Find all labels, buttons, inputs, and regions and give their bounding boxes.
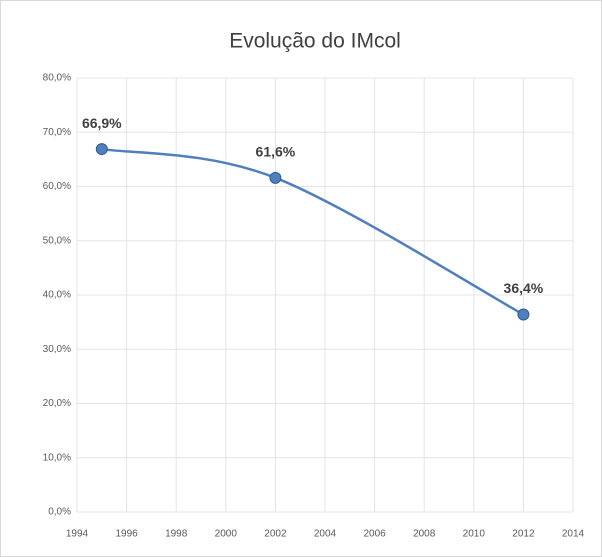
x-tick-label: 1994: [66, 529, 89, 540]
y-tick-label: 80,0%: [43, 73, 71, 84]
y-tick-label: 0,0%: [48, 507, 71, 518]
y-tick-label: 20,0%: [43, 398, 71, 409]
y-tick-label: 30,0%: [43, 344, 71, 355]
x-tick-label: 1996: [115, 529, 138, 540]
y-tick-label: 10,0%: [43, 452, 71, 463]
x-tick-label: 2008: [413, 529, 436, 540]
point: [269, 171, 282, 184]
x-tick-label: 1998: [165, 529, 188, 540]
data-label: 66,9%: [82, 115, 122, 131]
chart-title: Evolução do IMcol: [229, 30, 401, 53]
data-label: 61,6%: [256, 144, 296, 160]
point: [517, 308, 530, 321]
x-tick-label: 2014: [562, 529, 585, 540]
y-tick-label: 60,0%: [43, 181, 71, 192]
point: [95, 143, 108, 156]
x-tick-label: 2000: [215, 529, 238, 540]
x-tick-label: 2004: [314, 529, 337, 540]
y-tick-label: 40,0%: [43, 290, 71, 301]
x-tick-label: 2010: [463, 529, 486, 540]
x-tick-label: 2002: [264, 529, 287, 540]
x-tick-label: 2006: [363, 529, 386, 540]
x-tick-label: 2012: [512, 529, 535, 540]
y-tick-label: 70,0%: [43, 127, 71, 138]
series-line: [101, 147, 525, 316]
data-label: 36,4%: [504, 280, 544, 296]
y-tick-label: 50,0%: [43, 235, 71, 246]
